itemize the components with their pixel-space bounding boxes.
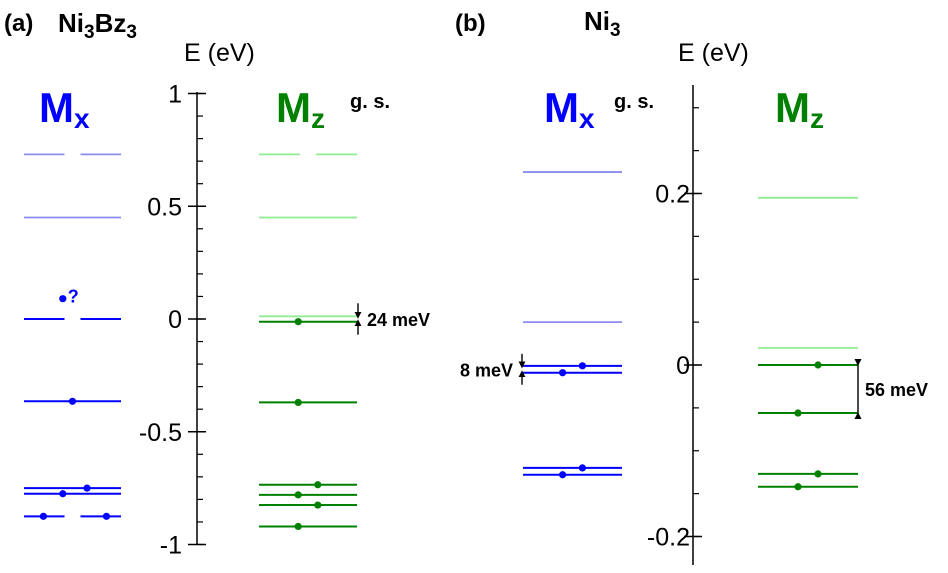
panel-b-title: Ni3 <box>584 6 621 41</box>
panel-b-mx-label: Mx <box>544 84 595 134</box>
panel-b-mz-main: M <box>775 84 810 131</box>
electron-dot <box>314 501 322 509</box>
electron-dot <box>578 362 587 370</box>
panel-a-label: (a) <box>4 10 33 37</box>
tick-label: -0.2 <box>647 524 690 552</box>
electron-dot <box>578 464 587 472</box>
panel-a-mz-levels <box>259 153 357 531</box>
panel-b-mz-gap-annotation: 56 meV <box>854 359 928 420</box>
panel-b-mz-levels <box>758 196 858 491</box>
electron-dot <box>814 470 822 478</box>
tick-label: 0.5 <box>147 193 182 221</box>
electron-dot <box>294 318 302 326</box>
panel-a-mx-main: M <box>39 84 74 131</box>
panel-a-mz-main: M <box>276 84 311 131</box>
electron-dot <box>559 471 567 479</box>
unknown-state-marker: ? <box>68 287 79 307</box>
panel-a: (a) Ni3Bz3 E (eV) Mx Mz g. s. 10.50-0.5-… <box>4 8 430 560</box>
panel-b-title-ni: Ni <box>584 6 610 36</box>
panel-b-mx-levels <box>523 171 622 479</box>
panel-b-mz-label: Mz <box>775 84 824 134</box>
panel-b-mx-gap-label: 8 meV <box>460 360 513 380</box>
panel-b-axis: 0.2 0 -0.2 <box>647 85 702 565</box>
panel-b-title-sub1: 3 <box>610 20 621 41</box>
panel-a-ground-state-label: g. s. <box>350 91 390 113</box>
gap-arrowhead-bottom <box>854 412 862 420</box>
electron-dot <box>794 483 802 491</box>
electron-dot <box>102 512 111 520</box>
panel-b-label: (b) <box>455 10 486 37</box>
electron-dot <box>294 491 302 499</box>
electron-dot <box>68 397 77 405</box>
panel-a-mz-label: Mz <box>276 84 325 134</box>
panel-a-title: Ni3Bz3 <box>58 8 137 43</box>
electron-dot <box>314 481 322 489</box>
panel-b-mx-gap-annotation: 8 meV <box>460 353 526 385</box>
tick-label: -1 <box>160 532 182 560</box>
electron-dot <box>294 398 302 407</box>
panel-a-mz-sub: z <box>311 103 325 134</box>
panel-b-mz-sub: z <box>810 103 824 134</box>
tick-label: 0.2 <box>655 181 690 209</box>
panel-a-axis-label: E (eV) <box>184 39 255 67</box>
panel-b-mz-gap-label: 56 meV <box>865 380 928 400</box>
tick-label: 1 <box>168 81 182 109</box>
panel-a-title-bz: Bz <box>95 8 127 38</box>
unknown-state-dot <box>59 295 67 303</box>
panel-a-title-sub1: 3 <box>84 22 95 43</box>
panel-a-gap-label: 24 meV <box>367 310 430 330</box>
electron-dot <box>39 512 48 520</box>
panel-b-mx-sub: x <box>579 103 595 134</box>
panel-a-gap-annotation: 24 meV <box>354 303 430 335</box>
tick-label: -0.5 <box>139 419 182 447</box>
panel-a-mx-label: Mx <box>39 84 90 134</box>
panel-a-title-sub2: 3 <box>126 22 137 43</box>
electron-dot <box>794 409 802 417</box>
panel-b: (b) Ni3 E (eV) Mx g. s. Mz 0.2 0 -0.2 8 me… <box>455 6 928 565</box>
panel-a-mx-levels <box>24 153 121 520</box>
electron-dot <box>559 369 567 377</box>
tick-label: 0 <box>168 306 182 334</box>
panel-a-title-ni: Ni <box>58 8 84 38</box>
gap-arrowhead-top <box>854 359 862 366</box>
panel-b-ground-state-label: g. s. <box>614 91 654 113</box>
panel-b-mx-main: M <box>544 84 579 131</box>
electron-dot <box>814 361 822 369</box>
electron-dot <box>59 490 67 498</box>
electron-dot <box>294 522 302 531</box>
electron-dot <box>83 484 91 492</box>
tick-label: 0 <box>676 352 690 380</box>
panel-a-mx-sub: x <box>74 103 90 134</box>
panel-a-axis: 1 0.5 0 -0.5 -1 <box>139 81 206 560</box>
panel-b-axis-label: E (eV) <box>678 39 749 67</box>
